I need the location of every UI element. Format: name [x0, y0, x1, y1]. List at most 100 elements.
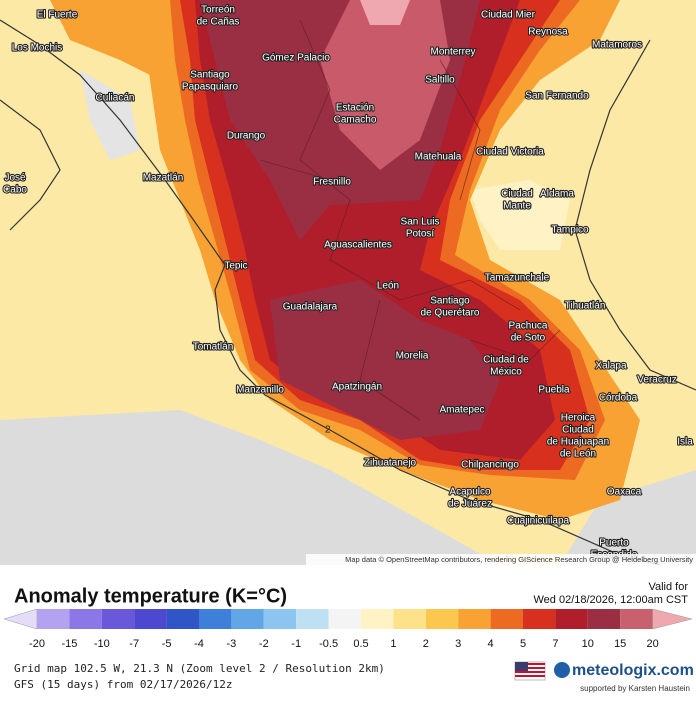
colorbar-label: 5: [520, 638, 526, 650]
city-label: Papasquiaro: [182, 82, 239, 93]
colorbar-segment: [199, 609, 232, 629]
city-label: Potosí: [406, 229, 435, 240]
grid-info: Grid map 102.5 W, 21.3 N (Zoom level 2 /…: [14, 662, 385, 675]
city-label: de Cañas: [197, 17, 240, 28]
ocean-neutral: [0, 410, 500, 565]
city-label: Matamoros: [592, 40, 642, 51]
colorbar-label: -1: [291, 638, 301, 650]
city-label: Santiago: [430, 296, 470, 307]
city-label: Aguascalientes: [324, 240, 392, 251]
coastline: [574, 39, 696, 391]
city-label: de Juárez: [448, 499, 492, 510]
colorbar-label: 4: [488, 638, 494, 650]
city-label: Heroica: [561, 413, 596, 424]
city: Fresnillo: [312, 176, 352, 189]
city: Ciudad Mier: [480, 9, 537, 22]
colorbar-segment: [231, 609, 264, 629]
city: Aldama: [539, 188, 576, 201]
city-label: Cuajinicuilapa: [507, 516, 570, 527]
city-label: Xalapa: [595, 361, 627, 372]
colorbar-segment: [523, 609, 556, 629]
city-label: Amatepec: [439, 405, 484, 416]
flag-stripes: [515, 663, 545, 677]
colorbar-segment: [101, 609, 135, 629]
city-label: Pachuca: [509, 321, 548, 332]
colorbar-segment: [361, 609, 394, 629]
flag-canton: [515, 662, 528, 671]
city: Mazatlán: [142, 172, 185, 185]
city-label: El Fuerte: [37, 10, 78, 21]
state-borders: [259, 19, 561, 421]
city-label: México: [490, 367, 522, 378]
anomaly-gt-20: [360, 0, 410, 25]
city-label: Chilpancingo: [461, 460, 519, 471]
attribution: Map data © OpenStreetMap contributors, r…: [345, 555, 693, 564]
city-label: Ciudad: [562, 425, 594, 436]
city-label: Torreón: [201, 5, 235, 16]
city: Monterrey: [429, 46, 476, 59]
city-label: Puebla: [538, 385, 570, 396]
city-label: Ciudad Victoria: [476, 147, 544, 158]
city: Oaxaca: [606, 486, 643, 499]
city-label: de Querétaro: [421, 308, 480, 319]
model-info: GFS (15 days) from 02/17/2026/12z: [14, 678, 233, 691]
city: Cuajinicuilapa: [506, 515, 571, 528]
legend-title: Anomaly temperature (K=°C): [14, 585, 287, 607]
city-label: Ciudad de: [483, 355, 529, 366]
city: Xalapa: [594, 360, 628, 373]
city-label: Veracruz: [637, 375, 676, 386]
city: Tihuatlán: [564, 300, 607, 313]
city: Aguascalientes: [323, 239, 393, 252]
city: Saltillo: [424, 74, 456, 87]
city: Los Mochis: [11, 42, 64, 55]
city-label: San Luis: [401, 217, 440, 228]
colorbar-label: 0.5: [353, 638, 368, 650]
city-label: Morelia: [396, 351, 429, 362]
city: Zihuatanejo: [363, 457, 418, 470]
ocean-neutral: [560, 470, 696, 565]
coastline: [0, 19, 661, 566]
colorbar-arrow: [652, 608, 693, 630]
colorbar-segment: [490, 609, 523, 629]
colorbar-label: -4: [194, 638, 204, 650]
city-label: Tihuatlán: [565, 301, 606, 312]
city: San Fernando: [524, 90, 590, 103]
city-label: Gómez Palacio: [262, 53, 330, 64]
city-label: Durango: [227, 131, 266, 142]
city-label: Reynosa: [528, 27, 568, 38]
city-label: Mante: [503, 201, 531, 212]
contour-label: 2: [325, 425, 331, 436]
city-label: Tepic: [224, 261, 247, 272]
colorbar-label: 15: [614, 638, 626, 650]
city: Ciudad Victoria: [475, 146, 545, 159]
anomaly-3-4: [50, 0, 160, 80]
brand-logo: [554, 662, 570, 678]
colorbar-label: -10: [94, 638, 110, 650]
city-label: Santiago: [190, 70, 230, 81]
city-label: Aldama: [540, 189, 574, 200]
city-label: de León: [560, 449, 596, 460]
city-label: Tomatlán: [193, 342, 234, 353]
city-label: José: [4, 173, 26, 184]
city: Tomatlán: [192, 341, 235, 354]
city-label: Matehuala: [415, 152, 462, 163]
city: El Fuerte: [36, 9, 79, 22]
city-label: Ciudad: [501, 189, 533, 200]
colorbar-segment: [587, 609, 621, 629]
city-label: Camacho: [334, 115, 377, 126]
colorbar-segment: [620, 609, 653, 629]
city-label: Tampico: [551, 225, 589, 236]
city-label: León: [377, 281, 399, 292]
city: Culiacán: [94, 92, 135, 105]
legend-panel: [0, 565, 696, 696]
colorbar-label: 1: [390, 638, 396, 650]
colorbar-segment: [425, 609, 459, 629]
